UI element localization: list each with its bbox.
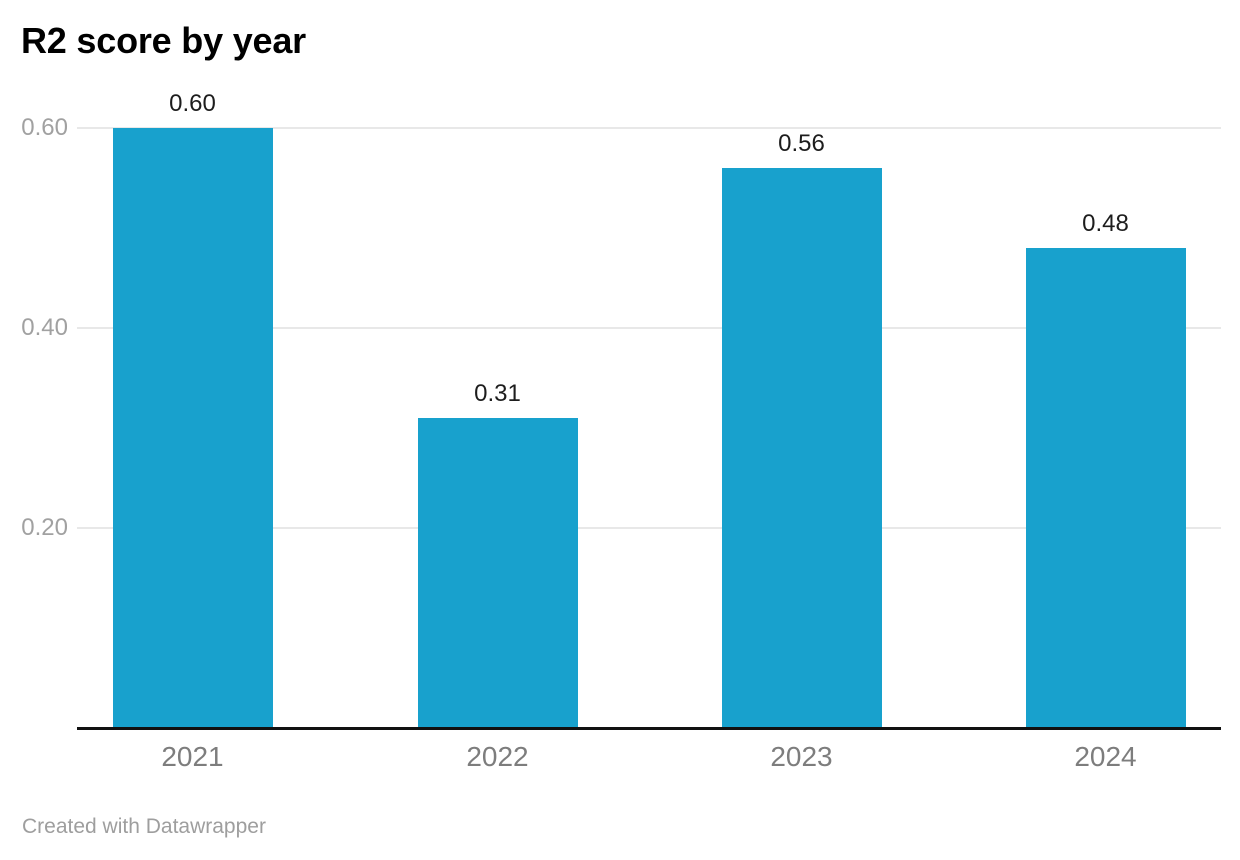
x-axis-label: 2022 (466, 741, 529, 772)
bar-2022[interactable] (417, 418, 578, 728)
y-axis-tick-label: 0.60 (21, 114, 68, 141)
y-gridline (77, 527, 1221, 529)
bar-2024[interactable] (1025, 248, 1186, 728)
y-gridline (77, 127, 1221, 129)
x-axis-baseline (77, 727, 1221, 730)
bar-2023[interactable] (721, 168, 882, 728)
y-axis-tick-label: 0.20 (21, 514, 68, 541)
bar-value-label: 0.56 (778, 130, 825, 157)
bar-value-label: 0.31 (474, 380, 521, 407)
y-gridline (77, 327, 1221, 329)
bar-2021[interactable] (112, 128, 273, 728)
x-axis-label: 2024 (1074, 741, 1137, 772)
y-axis-tick-label: 0.40 (21, 314, 68, 341)
footer-credit: Created with Datawrapper (22, 815, 266, 838)
bar-value-label: 0.60 (169, 90, 216, 117)
x-axis-label: 2023 (770, 741, 833, 772)
bar-value-label: 0.48 (1082, 210, 1129, 237)
chart-title: R2 score by year (21, 20, 306, 61)
x-axis-label: 2021 (161, 741, 224, 772)
